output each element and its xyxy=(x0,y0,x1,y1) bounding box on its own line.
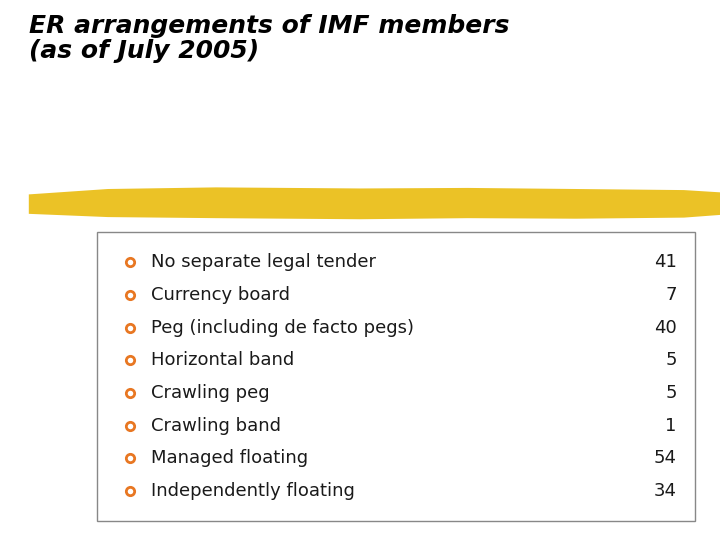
Text: No separate legal tender: No separate legal tender xyxy=(151,253,377,271)
Text: Independently floating: Independently floating xyxy=(151,482,355,500)
Polygon shape xyxy=(29,187,720,219)
Text: Peg (including de facto pegs): Peg (including de facto pegs) xyxy=(151,319,414,336)
Text: ER arrangements of IMF members
(as of July 2005): ER arrangements of IMF members (as of Ju… xyxy=(29,14,509,63)
Text: 7: 7 xyxy=(665,286,677,304)
Text: Crawling band: Crawling band xyxy=(151,417,282,435)
Text: Currency board: Currency board xyxy=(151,286,290,304)
Text: 41: 41 xyxy=(654,253,677,271)
Text: 54: 54 xyxy=(654,449,677,468)
Bar xyxy=(97,232,695,521)
Text: 34: 34 xyxy=(654,482,677,500)
Text: Crawling peg: Crawling peg xyxy=(151,384,270,402)
Text: 40: 40 xyxy=(654,319,677,336)
Text: Managed floating: Managed floating xyxy=(151,449,308,468)
Text: 5: 5 xyxy=(665,384,677,402)
Text: 1: 1 xyxy=(665,417,677,435)
Text: 5: 5 xyxy=(665,352,677,369)
Text: Horizontal band: Horizontal band xyxy=(151,352,294,369)
